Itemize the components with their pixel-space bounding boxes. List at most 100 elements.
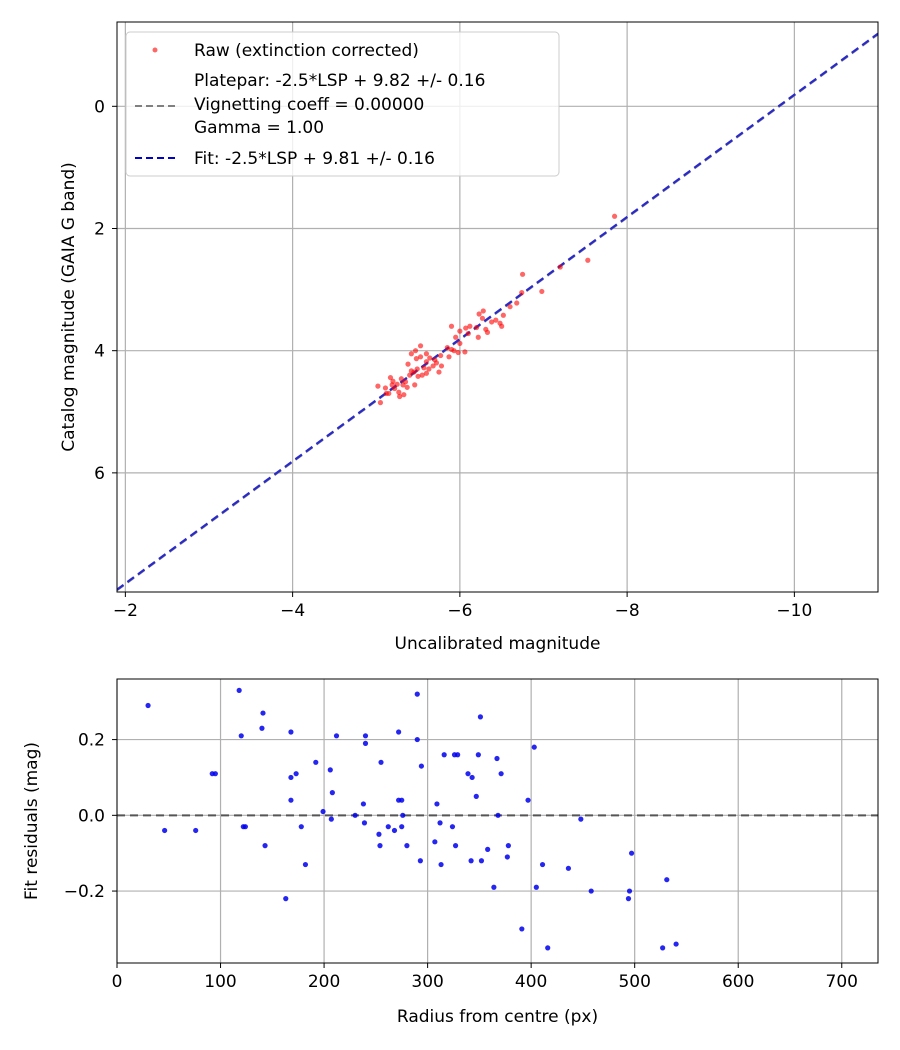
- data-point: [392, 385, 398, 392]
- residual-point: [498, 771, 504, 777]
- residual-point: [504, 854, 510, 860]
- bottom-axes-frame: [116, 678, 879, 964]
- data-point: [432, 357, 438, 363]
- y-tick-label: 2: [94, 219, 105, 239]
- data-point: [514, 300, 520, 306]
- legend-label-raw: Raw (extinction corrected): [194, 41, 419, 61]
- bottom-x-axis-label: Radius from centre (px): [397, 1007, 598, 1027]
- data-point: [423, 351, 430, 357]
- bottom-data-points: [145, 687, 679, 951]
- x-tick-label: −4: [280, 601, 305, 621]
- residual-point: [673, 941, 679, 947]
- fit-line-fit: [117, 32, 878, 591]
- residual-point: [259, 725, 265, 731]
- residual-point: [399, 797, 405, 803]
- data-point: [519, 271, 526, 277]
- data-point: [500, 312, 506, 318]
- data-point: [479, 315, 486, 321]
- residual-point: [404, 843, 410, 849]
- data-point: [453, 334, 459, 340]
- residual-point: [260, 710, 266, 716]
- residual-point: [588, 888, 594, 894]
- residual-point: [193, 827, 199, 834]
- x-tick-label: −2: [113, 601, 138, 621]
- residual-point: [473, 793, 479, 799]
- x-tick-label: −10: [776, 601, 812, 621]
- data-point: [484, 329, 491, 335]
- data-point: [389, 382, 395, 388]
- residual-point: [400, 812, 406, 818]
- residual-point: [236, 687, 242, 693]
- data-point: [497, 320, 503, 326]
- data-point: [377, 400, 384, 406]
- residual-point: [519, 926, 525, 932]
- legend-box: [125, 31, 560, 177]
- x-tick-label: 600: [722, 972, 754, 992]
- data-point: [419, 372, 425, 378]
- data-point: [489, 319, 495, 325]
- residual-point: [626, 888, 633, 894]
- y-tick-label: 6: [94, 464, 105, 484]
- data-point: [387, 374, 394, 381]
- residual-point: [302, 861, 309, 868]
- data-point: [423, 370, 430, 376]
- data-point: [407, 372, 413, 378]
- residual-point: [327, 767, 333, 773]
- residual-point: [539, 861, 546, 868]
- residual-point: [238, 733, 244, 739]
- x-tick-label: 0: [112, 972, 123, 992]
- x-tick-label: −6: [447, 601, 472, 621]
- residual-point: [396, 729, 402, 735]
- data-point: [493, 317, 499, 323]
- data-point: [386, 390, 392, 397]
- bottom-grid: [116, 679, 878, 963]
- data-point: [397, 393, 403, 400]
- residual-point: [533, 884, 539, 890]
- residual-point: [505, 843, 511, 849]
- x-tick-label: 700: [826, 972, 858, 992]
- y-tick-label: 0.0: [78, 806, 105, 826]
- data-point: [446, 354, 452, 360]
- legend: Raw (extinction corrected) Platepar: -2.…: [125, 31, 560, 177]
- data-point: [408, 351, 414, 357]
- top-fit-lines: [117, 32, 878, 592]
- residual-point: [465, 771, 471, 777]
- residual-point: [485, 846, 491, 853]
- data-point: [430, 363, 436, 369]
- residual-point: [477, 714, 484, 720]
- top-axes-frame: [116, 21, 879, 593]
- residual-point: [145, 702, 151, 709]
- data-point: [413, 356, 419, 362]
- data-point: [436, 369, 442, 375]
- data-point: [476, 311, 482, 317]
- data-point: [404, 384, 410, 390]
- data-point: [457, 328, 463, 334]
- y-tick-label: 4: [94, 342, 105, 362]
- x-tick-label: 400: [515, 972, 547, 992]
- residual-point: [333, 733, 340, 739]
- residual-point: [288, 797, 294, 803]
- residual-point: [293, 771, 299, 777]
- residual-point: [242, 824, 248, 830]
- residual-point: [320, 808, 326, 815]
- residual-point: [362, 733, 369, 739]
- legend-label-fit: Fit: -2.5*LSP + 9.81 +/- 0.16: [194, 149, 435, 169]
- data-point: [417, 354, 424, 360]
- residual-point: [328, 816, 334, 822]
- residual-point: [288, 729, 294, 735]
- residual-point: [449, 824, 456, 830]
- y-tick-label: 0: [94, 97, 105, 117]
- residual-point: [438, 861, 444, 868]
- data-point: [519, 290, 525, 296]
- residual-point: [417, 858, 423, 864]
- residual-point: [352, 812, 358, 818]
- data-point: [448, 346, 455, 353]
- residual-point: [378, 759, 384, 765]
- data-point: [462, 349, 468, 355]
- residual-point: [391, 827, 398, 834]
- data-point: [467, 323, 473, 329]
- residual-point: [455, 752, 461, 758]
- top-data-points: [375, 213, 618, 406]
- residual-point: [475, 752, 481, 758]
- residual-point: [414, 736, 420, 743]
